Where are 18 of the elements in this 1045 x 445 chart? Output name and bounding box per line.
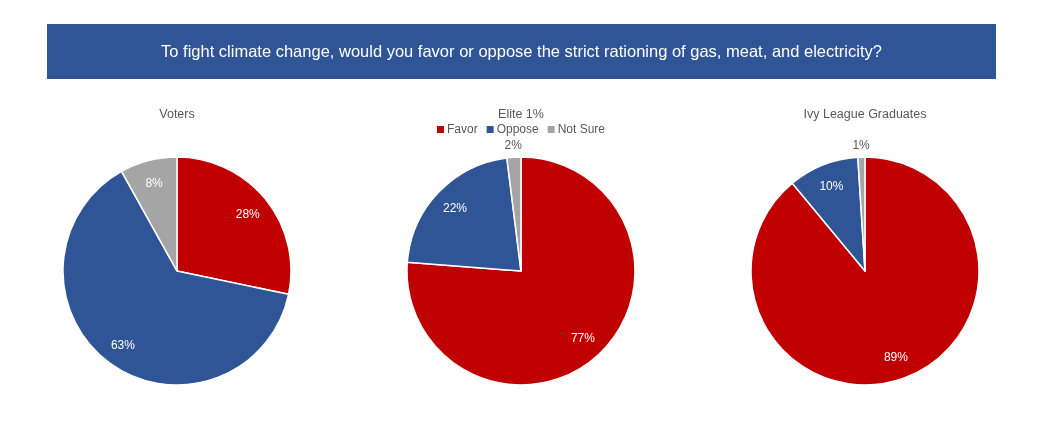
data-label: 89%: [883, 350, 909, 365]
chart-title: Elite 1%: [498, 107, 544, 121]
text: To fight climate change, would you favor or oppose the strict rationing of gas, meat, and electricity?: [161, 42, 882, 60]
pie-slice: [750, 156, 980, 386]
data-label: 10%: [819, 179, 844, 194]
data-label: 1%: [852, 138, 871, 153]
data-label: 28%: [235, 206, 261, 221]
chart-title: Voters: [159, 107, 195, 121]
data-label: 77%: [570, 331, 596, 346]
data-label: 63%: [110, 337, 136, 352]
pie-slice: [406, 156, 636, 386]
legend-label: Favor: [446, 122, 478, 136]
data-label: 8%: [145, 175, 164, 190]
data-label: 22%: [443, 201, 468, 216]
data-label: 2%: [504, 138, 523, 153]
legend-label: Oppose: [496, 122, 539, 136]
chart-title: Ivy League Graduates: [803, 107, 927, 121]
legend-label: Not Sure: [557, 122, 606, 136]
